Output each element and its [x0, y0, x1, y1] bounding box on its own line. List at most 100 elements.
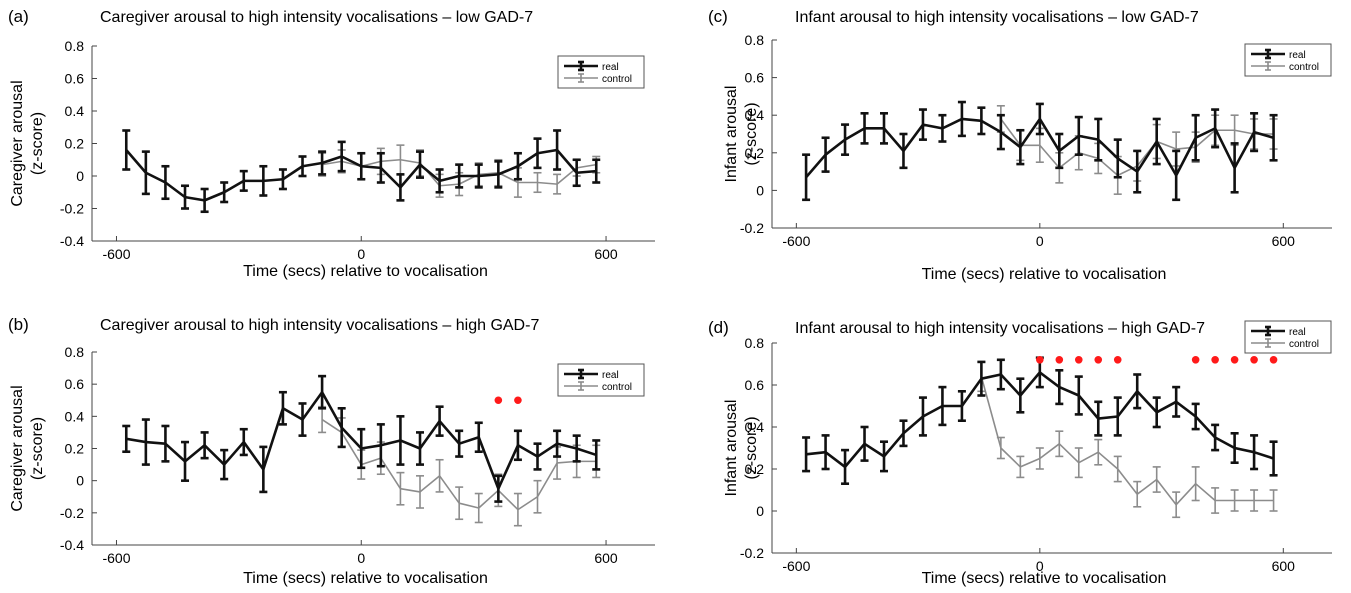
x-axis-label: Time (secs) relative to vocalisation	[922, 570, 1167, 587]
error-bar-real	[259, 445, 268, 494]
error-bar-control	[1230, 489, 1239, 512]
error-bar-control	[1191, 466, 1200, 502]
error-bar-real	[1250, 434, 1259, 471]
chart-panel-3: (c) Infant arousal to high intensity voca…	[708, 7, 1332, 283]
error-bar-control	[435, 458, 444, 493]
error-bar-real	[1016, 377, 1025, 414]
error-bar-real	[996, 113, 1005, 151]
y-axis-label: Caregiver arousal	[9, 385, 26, 511]
error-bar-real	[239, 427, 248, 457]
error-bar-real	[239, 169, 248, 192]
error-bar-real	[1250, 112, 1259, 153]
error-bar-real	[1113, 138, 1122, 179]
error-bar-control	[396, 471, 405, 506]
error-bar-control	[416, 475, 425, 509]
error-bar-real	[572, 158, 581, 188]
error-bar-real	[802, 153, 811, 202]
error-bar-real	[860, 112, 869, 145]
significance-dot	[494, 396, 503, 405]
error-bar-real	[860, 425, 869, 462]
error-bar-real	[996, 358, 1005, 391]
error-bar-real	[357, 151, 366, 181]
error-bar-real	[1230, 431, 1239, 465]
y-tick-label: -0.2	[60, 505, 84, 521]
panel-letter: (a)	[8, 7, 29, 26]
error-bar-real	[220, 448, 229, 481]
y-tick-label: 0	[76, 168, 84, 184]
error-bar-real	[957, 389, 966, 423]
y-tick-label: 0.8	[65, 38, 85, 54]
error-bar-real	[141, 418, 150, 466]
y-axis-label: (z-score)	[29, 112, 46, 175]
error-bar-real	[1211, 423, 1220, 452]
error-bar-real	[533, 137, 542, 170]
error-bar-real	[1269, 440, 1278, 477]
chart-title: Caregiver arousal to high intensity voca…	[100, 9, 533, 26]
error-bar-real	[513, 429, 522, 462]
error-bar-control	[1094, 438, 1103, 466]
error-bar-real	[592, 158, 601, 184]
error-bar-real	[1074, 115, 1083, 156]
error-bar-real	[298, 155, 307, 178]
error-bar-real	[474, 163, 483, 189]
legend-marker-real	[1251, 325, 1285, 337]
legend-label: control	[1289, 339, 1319, 350]
y-tick-label: 0.2	[65, 136, 85, 152]
error-bar-real	[938, 385, 947, 427]
error-bar-real	[278, 390, 287, 426]
legend-label: real	[602, 62, 619, 73]
error-bar-control	[1113, 455, 1122, 483]
error-bar-control	[318, 405, 327, 434]
y-axis-label: (z-score)	[743, 416, 760, 479]
error-bar-control	[533, 479, 542, 514]
error-bar-control	[1211, 487, 1220, 514]
significance-dot	[1036, 356, 1044, 364]
y-tick-label: 0.6	[65, 376, 85, 392]
error-bar-real	[1094, 117, 1103, 162]
error-bar-real	[298, 402, 307, 437]
error-bar-real	[416, 150, 425, 179]
x-tick-label: -600	[782, 558, 810, 574]
legend-box	[557, 363, 645, 397]
x-tick-label: 600	[594, 550, 618, 566]
x-axis-label: Time (secs) relative to vocalisation	[922, 266, 1167, 283]
x-tick-label: 600	[594, 246, 618, 262]
error-bar-real	[416, 431, 425, 466]
x-tick-label: -600	[102, 246, 130, 262]
series-real	[122, 129, 601, 214]
y-tick-label: 0.8	[745, 335, 765, 351]
error-bar-real	[141, 150, 150, 196]
panel-letter: (b)	[8, 315, 29, 334]
significance-dot	[514, 396, 522, 405]
y-tick-label: -0.4	[60, 537, 84, 553]
error-bar-real	[1191, 402, 1200, 431]
error-bar-real	[553, 429, 562, 458]
legend-box	[1244, 43, 1332, 77]
error-bar-real	[1035, 102, 1044, 136]
error-bar-control	[533, 171, 542, 194]
x-axis-label: Time (secs) relative to vocalisation	[243, 570, 488, 587]
error-bar-real	[396, 173, 405, 202]
y-tick-label: -0.2	[740, 545, 764, 561]
y-axis-label: Infant arousal	[723, 400, 740, 497]
x-tick-label: -600	[782, 233, 810, 249]
y-tick-label: 0.6	[745, 377, 765, 393]
error-bar-real	[435, 168, 444, 194]
error-bar-real	[122, 424, 131, 454]
y-tick-label: -0.2	[60, 201, 84, 217]
error-bar-real	[1133, 149, 1142, 194]
error-bar-real	[553, 129, 562, 171]
error-bar-real	[1133, 373, 1142, 410]
error-bar-real	[533, 442, 542, 471]
legend-marker-control	[564, 73, 598, 83]
error-bar-real	[161, 424, 170, 463]
y-tick-label: 0.4	[65, 103, 85, 119]
error-bar-real	[494, 160, 503, 189]
error-bar-real	[220, 181, 229, 204]
error-bar-control	[996, 436, 1005, 460]
error-bar-real	[455, 429, 464, 458]
